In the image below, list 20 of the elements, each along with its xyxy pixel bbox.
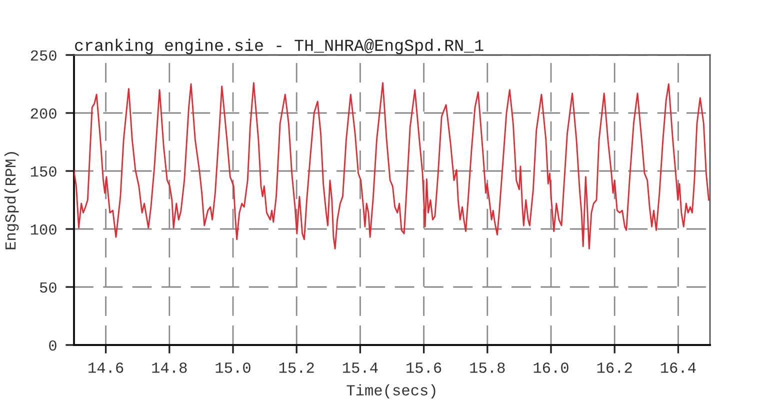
- y-axis-title: EngSpd(RPM): [4, 152, 19, 250]
- y-tick-label: 0: [49, 340, 56, 351]
- x-tick-label: 15.6: [406, 362, 442, 373]
- x-tick-label: 15.0: [216, 362, 250, 373]
- y-tick-label: 200: [30, 108, 56, 119]
- x-tick-label: 14.6: [88, 362, 124, 373]
- x-tick-label: 16.0: [534, 362, 568, 373]
- chart-title: cranking engine.sie - TH_NHRA@EngSpd.RN_1: [75, 38, 484, 54]
- y-tick-label: 250: [30, 50, 56, 61]
- y-tick-label: 150: [30, 166, 56, 177]
- x-tick-label: 14.8: [152, 362, 187, 373]
- x-tick-label: 15.4: [342, 362, 378, 373]
- x-tick-label: 15.8: [470, 362, 505, 373]
- line-series: [74, 82, 710, 250]
- y-tick-label: 100: [30, 224, 56, 235]
- x-axis-title: Time(secs): [346, 384, 436, 398]
- x-tick-label: 16.2: [597, 362, 632, 373]
- x-tick-label: 15.2: [279, 362, 314, 373]
- x-tick-label: 16.4: [660, 362, 696, 373]
- y-tick-label: 50: [40, 282, 56, 293]
